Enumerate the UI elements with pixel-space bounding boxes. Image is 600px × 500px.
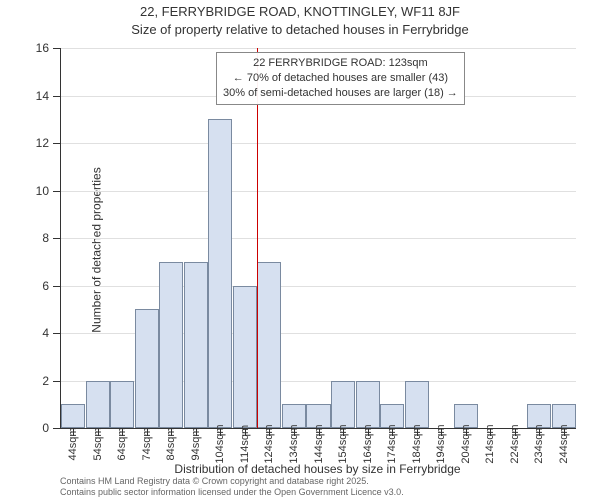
chart-container: 22, FERRYBRIDGE ROAD, KNOTTINGLEY, WF11 … — [0, 0, 600, 500]
y-tick-label: 10 — [36, 184, 49, 198]
histogram-bar — [405, 381, 429, 429]
y-tick-label: 0 — [42, 421, 49, 435]
histogram-bar — [135, 309, 159, 428]
y-tick — [53, 238, 61, 239]
chart-title-sub: Size of property relative to detached ho… — [0, 22, 600, 37]
x-tick-label: 214sqm — [484, 424, 496, 463]
histogram-bar — [61, 404, 85, 428]
x-tick-label: 114sqm — [239, 425, 251, 463]
histogram-bar — [110, 381, 134, 429]
reference-line — [257, 48, 258, 428]
x-tick-label: 194sqm — [435, 424, 447, 463]
y-tick-label: 12 — [36, 136, 49, 150]
y-tick — [53, 143, 61, 144]
y-tick-label: 6 — [42, 279, 49, 293]
x-tick-label: 204sqm — [460, 424, 472, 463]
x-tick-label: 104sqm — [214, 424, 226, 463]
y-tick-label: 4 — [42, 326, 49, 340]
y-tick — [53, 48, 61, 49]
histogram-bar — [331, 381, 355, 429]
info-box-line: 30% of semi-detached houses are larger (… — [223, 86, 458, 101]
y-tick-label: 2 — [42, 374, 49, 388]
x-tick-label: 134sqm — [288, 424, 300, 463]
histogram-bar — [356, 381, 380, 429]
x-tick-label: 124sqm — [263, 424, 275, 463]
footer-line: Contains public sector information licen… — [60, 487, 404, 498]
info-box: 22 FERRYBRIDGE ROAD: 123sqm← 70% of deta… — [216, 52, 465, 105]
x-tick-label: 74sqm — [141, 427, 153, 460]
x-tick-label: 64sqm — [116, 427, 128, 460]
x-tick-label: 164sqm — [362, 424, 374, 463]
y-tick — [53, 96, 61, 97]
y-tick — [53, 381, 61, 382]
histogram-bar — [159, 262, 183, 428]
y-tick — [53, 286, 61, 287]
y-tick — [53, 333, 61, 334]
histogram-bar — [208, 119, 232, 428]
y-tick-label: 8 — [42, 231, 49, 245]
y-tick-label: 16 — [36, 41, 49, 55]
histogram-bar — [184, 262, 208, 428]
x-tick-label: 234sqm — [533, 424, 545, 463]
x-tick-label: 94sqm — [190, 427, 202, 460]
grid-line — [61, 238, 576, 239]
histogram-bar — [233, 286, 257, 429]
x-tick-label: 224sqm — [509, 424, 521, 463]
x-tick-label: 174sqm — [386, 424, 398, 463]
x-tick-label: 54sqm — [92, 427, 104, 460]
histogram-bar — [86, 381, 110, 429]
grid-line — [61, 286, 576, 287]
y-tick-label: 14 — [36, 89, 49, 103]
grid-line — [61, 143, 576, 144]
footer-attribution: Contains HM Land Registry data © Crown c… — [60, 476, 404, 498]
x-tick-label: 144sqm — [313, 424, 325, 463]
x-tick-label: 154sqm — [337, 424, 349, 463]
histogram-bar — [257, 262, 281, 428]
x-tick-label: 184sqm — [411, 424, 423, 463]
plot-area: 024681012141644sqm54sqm64sqm74sqm84sqm94… — [60, 48, 576, 429]
grid-line — [61, 48, 576, 49]
grid-line — [61, 191, 576, 192]
x-tick-label: 244sqm — [558, 424, 570, 463]
info-box-line: ← 70% of detached houses are smaller (43… — [223, 71, 458, 86]
y-tick — [53, 191, 61, 192]
x-tick-label: 44sqm — [67, 427, 79, 460]
footer-line: Contains HM Land Registry data © Crown c… — [60, 476, 404, 487]
info-box-line: 22 FERRYBRIDGE ROAD: 123sqm — [223, 56, 458, 71]
chart-title-main: 22, FERRYBRIDGE ROAD, KNOTTINGLEY, WF11 … — [0, 4, 600, 19]
x-tick-label: 84sqm — [165, 427, 177, 460]
y-tick — [53, 428, 61, 429]
x-axis-title: Distribution of detached houses by size … — [60, 462, 575, 476]
